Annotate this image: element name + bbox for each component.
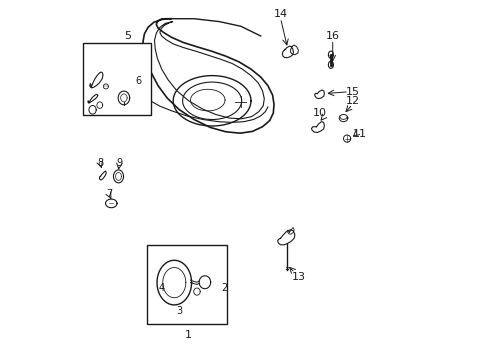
- Text: 13: 13: [291, 272, 305, 282]
- Text: 1: 1: [185, 330, 192, 340]
- Text: 3: 3: [176, 306, 183, 316]
- Text: 12: 12: [345, 96, 359, 106]
- Text: 7: 7: [106, 189, 112, 199]
- Text: 6: 6: [135, 76, 141, 86]
- Text: 16: 16: [325, 31, 339, 41]
- Text: 5: 5: [124, 31, 131, 41]
- Text: 4: 4: [158, 283, 164, 293]
- Text: 8: 8: [97, 158, 103, 168]
- Bar: [82, 43, 151, 115]
- Text: 10: 10: [312, 108, 326, 118]
- Text: 2: 2: [221, 283, 227, 293]
- Text: 15: 15: [345, 87, 359, 97]
- Text: 14: 14: [273, 9, 287, 19]
- Bar: [147, 245, 226, 324]
- Text: 11: 11: [352, 129, 366, 139]
- Text: 9: 9: [116, 158, 122, 168]
